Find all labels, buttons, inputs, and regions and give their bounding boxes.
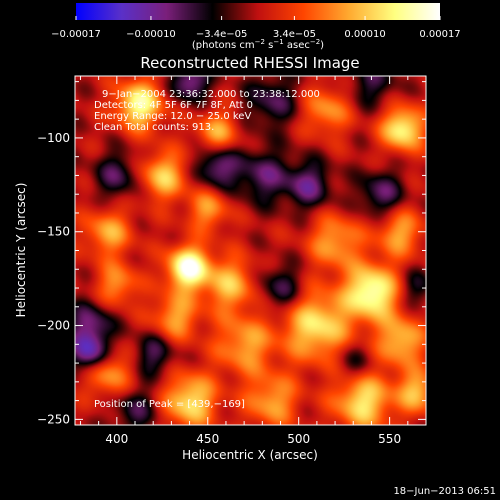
info-line: Energy Range: 12.0 − 25.0 keV (94, 111, 251, 122)
x-tick-label: 550 (378, 432, 401, 446)
y-axis-label: Heliocentric Y (arcsec) (14, 183, 28, 318)
colorbar-tick-label: 3.4e−05 (273, 29, 316, 40)
info-line: 9−Jan−2004 23:36:32.000 to 23:38:12.000 (102, 89, 320, 100)
colorbar-tick-label: −3.4e−05 (196, 29, 248, 40)
info-line: Clean Total counts: 913. (94, 122, 214, 133)
info-text-block: 9−Jan−2004 23:36:32.000 to 23:38:12.000D… (94, 89, 320, 133)
heatmap-image (75, 76, 426, 425)
colorbar-tick-label: 0.00017 (419, 29, 460, 40)
colorbar-tick-label: 0.00010 (344, 29, 385, 40)
footer-timestamp: 18−Jun−2013 06:51 (393, 486, 496, 497)
colorbar-tick-labels: −0.00017 −0.00010 −3.4e−05 3.4e−05 0.00010 0.… (51, 29, 461, 40)
y-tick-label: −250 (37, 412, 70, 426)
colorbar-ticks (75, 16, 441, 20)
colorbar (76, 3, 440, 20)
peak-position-label: Position of Peak = [439,−169] (94, 399, 245, 410)
x-axis-label: Heliocentric X (arcsec) (182, 448, 318, 462)
info-line: Detectors: 4F 5F 6F 7F 8F, Att 0 (94, 100, 253, 111)
colorbar-tick-label: −0.00017 (51, 29, 101, 40)
y-tick-label: −100 (37, 131, 70, 145)
y-tick-label: −150 (37, 225, 70, 239)
x-tick-label: 450 (196, 432, 219, 446)
colorbar-tick-label: −0.00010 (126, 29, 176, 40)
y-axis-ticks: −100 −150 −200 −250 (37, 81, 426, 426)
x-tick-label: 400 (105, 432, 128, 446)
chart-title: Reconstructed RHESSI Image (140, 54, 359, 72)
colorbar-unit-label: (photons cm−2 s−1 asec−2) (192, 38, 324, 51)
y-tick-label: −200 (37, 319, 70, 333)
x-axis-ticks: 400 450 500 550 (79, 76, 409, 446)
x-tick-label: 500 (287, 432, 310, 446)
